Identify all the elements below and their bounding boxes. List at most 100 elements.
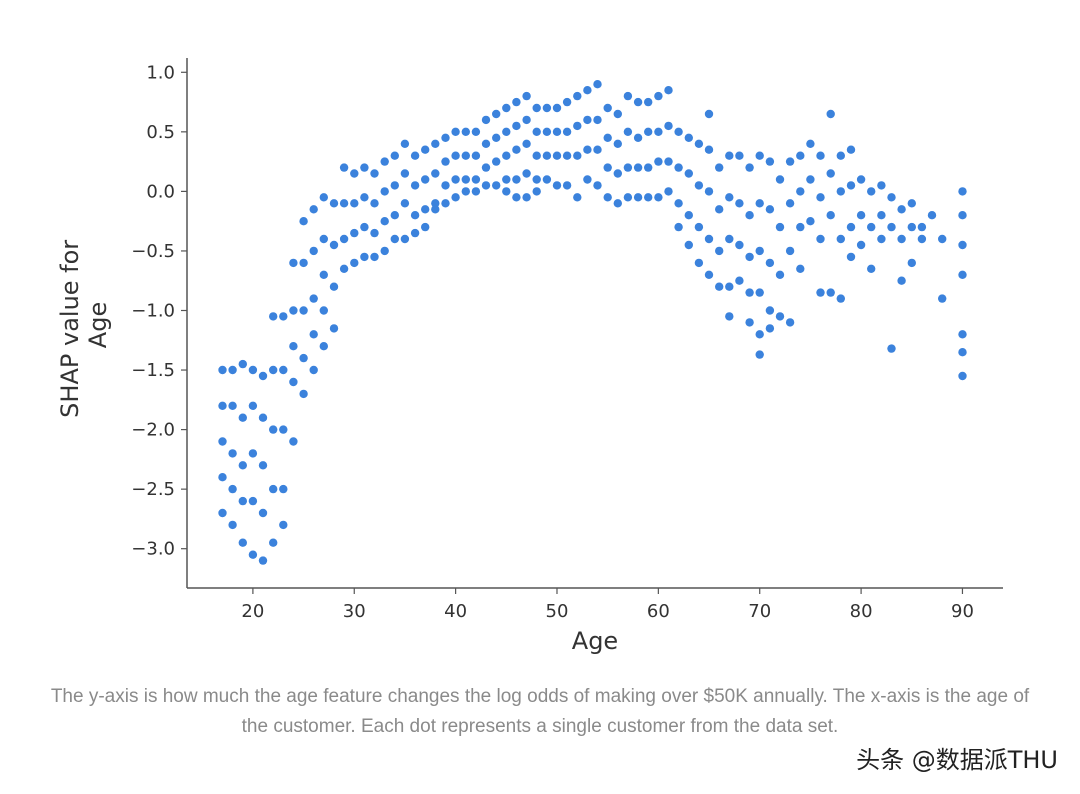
data-point [279,520,288,530]
data-point [897,205,906,214]
data-point [319,270,328,279]
data-point [674,163,683,172]
data-point [613,139,622,148]
data-point [745,318,754,327]
data-point [897,276,906,285]
x-tick-label: 60 [647,601,670,622]
data-point [715,282,724,291]
data-point [593,115,602,125]
data-point [410,211,420,220]
data-point [846,145,856,154]
data-point [836,187,845,196]
data-point [877,181,886,190]
data-point [421,175,430,184]
data-point [958,330,967,339]
data-point [623,127,633,136]
y-tick-label: −1.5 [131,360,175,381]
data-point [421,145,430,154]
data-point [775,312,785,321]
data-point [603,133,612,142]
data-point [269,365,278,375]
data-point [390,181,399,190]
data-point [552,103,562,113]
data-point [765,324,775,333]
data-point [633,133,643,142]
data-point [218,401,227,410]
data-point [785,199,795,208]
data-point [522,169,531,178]
data-point [431,205,440,214]
data-point [593,145,602,154]
data-point [461,175,470,184]
data-point [654,193,663,202]
data-point [633,97,643,107]
data-point [370,228,379,238]
data-point [816,234,825,244]
data-point [228,449,237,458]
data-point [431,139,440,148]
data-point [836,234,845,244]
data-point [502,127,511,136]
y-axis-title-line-2: Age [84,302,112,348]
data-point [218,437,227,446]
data-point [633,163,643,172]
data-point [309,205,318,214]
data-point [664,121,673,131]
data-point [552,127,562,136]
data-point [856,211,866,220]
data-point [421,222,430,232]
data-point [269,538,278,547]
data-point [583,115,592,125]
data-point [755,330,764,339]
data-point [644,193,653,202]
data-point [370,169,379,178]
y-axis-title-line-1: SHAP value for [56,240,84,418]
data-point [785,318,795,327]
data-point [755,246,764,256]
data-point [248,496,258,506]
data-point [573,193,582,202]
x-tick-label: 70 [748,601,771,622]
data-point [512,97,521,107]
y-axis-title: SHAP value for Age [56,232,112,418]
data-point [542,151,552,160]
data-point [299,217,308,226]
data-point [441,157,450,166]
data-point [471,175,481,184]
data-point [248,449,258,458]
y-tick-label: −2.5 [131,479,175,500]
data-point [775,270,785,279]
data-point [867,222,876,232]
data-point [745,211,754,220]
data-point [806,217,815,226]
data-point [390,151,399,160]
data-point [502,187,511,196]
data-point [238,413,247,422]
data-point [704,145,714,154]
data-point [826,109,835,119]
data-point [299,306,308,315]
data-point [471,127,481,136]
data-point [877,211,886,220]
data-point [238,359,247,369]
data-point [441,199,450,208]
data-point [664,187,673,196]
data-point [887,193,896,202]
data-point [481,115,491,125]
data-point [907,258,916,268]
data-point [492,133,501,142]
data-point [735,199,744,208]
data-point [603,103,612,113]
data-point [755,350,764,359]
data-point [532,175,541,184]
data-point [562,97,572,107]
data-point [329,282,339,291]
data-point [522,115,531,125]
data-point [218,365,227,375]
data-point [684,133,693,142]
data-point [451,151,460,160]
data-point [410,181,420,190]
data-point [329,199,339,208]
data-point [765,157,775,166]
data-point [400,139,410,148]
